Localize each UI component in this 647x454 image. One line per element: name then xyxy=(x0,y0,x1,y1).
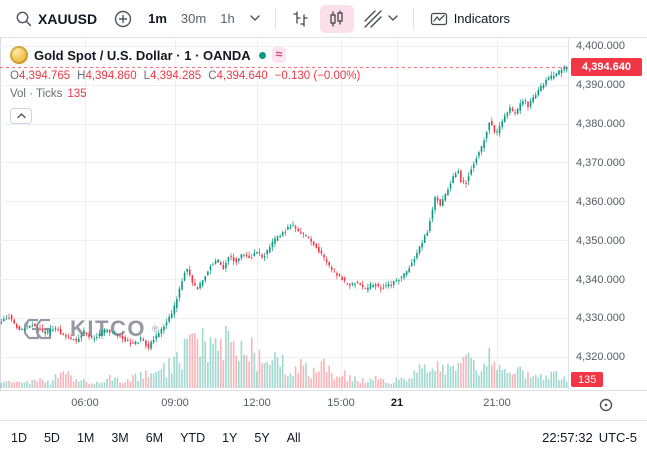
chart-area: KITCO® Gold Spot / U.S. Dollar · 1 · OAN… xyxy=(0,38,647,390)
low-label: L xyxy=(143,70,151,82)
candlestick-chart-pane[interactable] xyxy=(0,38,568,390)
plus-circle-icon xyxy=(114,10,132,27)
symbol-title[interactable]: Gold Spot / U.S. Dollar · 1 · OANDA xyxy=(34,47,251,63)
top-toolbar: XAUUSD 1m 30m 1h xyxy=(0,0,647,38)
range-1d-button[interactable]: 1D xyxy=(11,430,27,445)
x-axis-tick: 21:00 xyxy=(483,397,511,409)
scale-settings-icon[interactable] xyxy=(598,397,614,418)
y-axis-tick: 4,320.000 xyxy=(576,351,625,363)
low-value: 4,394.285 xyxy=(150,70,202,82)
open-label: O xyxy=(10,70,19,82)
clock-time: 22:57:32 xyxy=(542,430,593,445)
chevron-down-icon xyxy=(249,15,260,21)
line-style-dropdown-button[interactable] xyxy=(356,5,405,33)
y-axis-tick: 4,340.000 xyxy=(576,274,625,286)
chart-style-candles-button[interactable] xyxy=(319,4,354,33)
x-axis-tick: 09:00 xyxy=(161,397,189,409)
clock-timezone-button[interactable]: 22:57:32 UTC-5 xyxy=(542,430,637,445)
candlestick-icon xyxy=(330,9,343,27)
y-axis-tick: 4,370.000 xyxy=(576,157,625,169)
market-status-dot-icon xyxy=(258,51,266,59)
range-5y-button[interactable]: 5Y xyxy=(254,430,270,445)
range-1y-button[interactable]: 1Y xyxy=(222,430,238,445)
chevron-up-icon xyxy=(16,113,26,119)
search-icon xyxy=(16,11,32,26)
range-1m-button[interactable]: 1M xyxy=(76,430,95,445)
open-value: 4,394.765 xyxy=(18,70,71,82)
volume-row: Vol · Ticks 135 xyxy=(10,88,360,100)
range-all-button[interactable]: All xyxy=(286,430,301,445)
range-5d-button[interactable]: 5D xyxy=(43,430,60,445)
approx-data-badge[interactable]: ≈ xyxy=(271,47,287,63)
range-ytd-button[interactable]: YTD xyxy=(180,430,206,445)
chevron-down-icon xyxy=(387,15,398,21)
x-axis-tick: 12:00 xyxy=(243,397,271,409)
hatch-lines-icon xyxy=(364,9,382,28)
high-value: 4,394.860 xyxy=(85,70,137,82)
y-axis-tick: 4,400.000 xyxy=(576,40,625,52)
y-axis-tick: 4,380.000 xyxy=(576,118,625,130)
volume-axis-label: 135 xyxy=(571,372,604,387)
timeframe-1m-button[interactable]: 1m xyxy=(142,7,173,30)
gold-coin-icon xyxy=(10,46,28,64)
y-axis-tick: 4,360.000 xyxy=(576,196,625,208)
clock-timezone: UTC-5 xyxy=(598,430,637,445)
volume-value: 135 xyxy=(67,88,87,100)
chart-style-bars-button[interactable] xyxy=(284,5,318,33)
indicators-icon xyxy=(430,12,447,25)
y-axis-tick: 4,350.000 xyxy=(576,235,625,247)
last-price-label: 4,394.640 xyxy=(571,58,642,76)
date-range-buttons: 1D 5D 1M 3M 6M YTD 1Y 5Y All xyxy=(10,429,302,447)
range-6m-button[interactable]: 6M xyxy=(145,430,164,445)
timeframe-30m-button[interactable]: 30m xyxy=(175,7,212,30)
x-axis-tick: 06:00 xyxy=(71,397,99,409)
toolbar-separator xyxy=(412,7,414,30)
x-axis-tick: 15:00 xyxy=(327,397,355,409)
x-axis-date-tick: 21 xyxy=(390,397,404,409)
close-value: 4,394.640 xyxy=(216,70,268,82)
y-axis-tick: 4,390.000 xyxy=(576,79,625,91)
indicators-button[interactable]: Indicators xyxy=(422,5,517,33)
ohlc-row: O 4,394.765 H 4,394.860 L 4,394.285 C 4,394.… xyxy=(10,70,360,82)
price-scale-axis[interactable]: 4,400.000 4,390.000 4,380.000 4,370.000 … xyxy=(568,38,647,390)
timeframe-menu-button[interactable] xyxy=(243,11,267,26)
bars-chart-icon xyxy=(293,10,308,27)
change-value: −0.130 (−0.00%) xyxy=(274,70,361,82)
compare-add-symbol-button[interactable] xyxy=(106,5,140,33)
close-label: C xyxy=(208,70,217,82)
toolbar-separator xyxy=(274,7,276,30)
time-scale-axis[interactable]: 06:00 09:00 12:00 15:00 21 21:00 xyxy=(0,390,647,420)
volume-label: Vol · Ticks xyxy=(10,88,63,100)
indicators-label: Indicators xyxy=(453,11,511,26)
high-label: H xyxy=(77,70,86,82)
symbol-label: XAUUSD xyxy=(38,10,98,27)
symbol-search-button[interactable]: XAUUSD xyxy=(8,6,104,32)
y-axis-tick: 4,330.000 xyxy=(576,312,625,324)
legend-collapse-button[interactable] xyxy=(10,108,32,124)
timeframe-1h-button[interactable]: 1h xyxy=(214,7,240,30)
bottom-toolbar: 1D 5D 1M 3M 6M YTD 1Y 5Y All 22:57:32 UT… xyxy=(0,420,647,454)
range-3m-button[interactable]: 3M xyxy=(111,430,129,445)
